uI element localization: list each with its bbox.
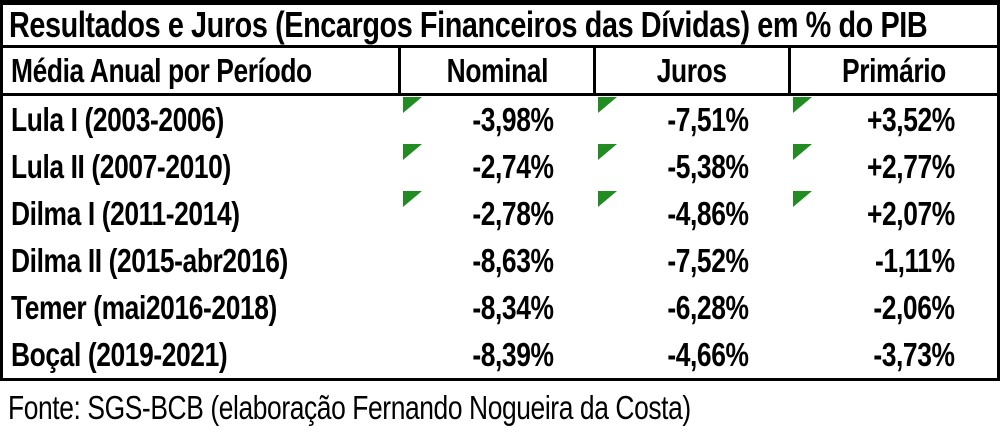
nominal-cell[interactable]: -3,98% (401, 96, 596, 143)
column-header-nominal[interactable]: Nominal (401, 48, 596, 93)
juros-value: -7,51% (667, 100, 750, 138)
juros-cell[interactable]: -7,51% (596, 96, 791, 143)
error-flag-icon (793, 144, 812, 160)
column-header-juros-label: Juros (657, 51, 727, 89)
juros-value: -7,52% (667, 241, 750, 279)
column-header-juros[interactable]: Juros (596, 48, 791, 93)
period-label: Dilma I (2011-2014) (11, 194, 240, 232)
juros-value: -6,28% (667, 288, 750, 326)
period-label: Dilma II (2015-abr2016) (11, 241, 288, 279)
nominal-value: -2,74% (472, 147, 555, 185)
column-header-period[interactable]: Média Anual por Período (3, 48, 401, 93)
primario-cell[interactable]: +3,52% (791, 96, 997, 143)
nominal-cell[interactable]: -2,78% (401, 190, 596, 237)
primario-cell[interactable]: -2,06% (791, 284, 997, 331)
primario-value: -1,11% (875, 241, 955, 279)
table-row: Dilma I (2011-2014) -2,78% -4,86% +2,07% (3, 190, 997, 237)
period-cell[interactable]: Dilma II (2015-abr2016) (3, 237, 401, 284)
juros-value: -4,86% (667, 194, 750, 232)
period-cell[interactable]: Boçal (2019-2021) (3, 331, 401, 378)
nominal-value: -3,98% (472, 100, 555, 138)
error-flag-icon (793, 97, 812, 113)
juros-cell[interactable]: -5,38% (596, 143, 791, 190)
nominal-value: -8,39% (472, 335, 555, 373)
error-flag-icon (403, 97, 422, 113)
juros-value: -5,38% (667, 147, 750, 185)
period-label: Lula I (2003-2006) (11, 100, 224, 138)
juros-cell[interactable]: -7,52% (596, 237, 791, 284)
table-body: Lula I (2003-2006) -3,98% -7,51% +3,52% … (0, 96, 1000, 381)
table-row: Boçal (2019-2021) -8,39% -4,66% -3,73% (3, 331, 997, 378)
column-header-period-label: Média Anual por Período (11, 51, 312, 89)
period-cell[interactable]: Lula II (2007-2010) (3, 143, 401, 190)
table-title-row[interactable]: Resultados e Juros (Encargos Financeiros… (0, 0, 1000, 48)
period-label: Lula II (2007-2010) (11, 147, 231, 185)
column-header-primario[interactable]: Primário (791, 48, 997, 93)
primario-value: +3,52% (867, 100, 955, 138)
nominal-cell[interactable]: -8,63% (401, 237, 596, 284)
primario-cell[interactable]: +2,77% (791, 143, 997, 190)
primario-value: +2,77% (867, 147, 955, 185)
table-row: Dilma II (2015-abr2016) -8,63% -7,52% -1… (3, 237, 997, 284)
error-flag-icon (598, 191, 617, 207)
juros-cell[interactable]: -4,86% (596, 190, 791, 237)
primario-cell[interactable]: +2,07% (791, 190, 997, 237)
nominal-cell[interactable]: -2,74% (401, 143, 596, 190)
primario-cell[interactable]: -3,73% (791, 331, 997, 378)
primario-cell[interactable]: -1,11% (791, 237, 997, 284)
nominal-cell[interactable]: -8,34% (401, 284, 596, 331)
juros-cell[interactable]: -4,66% (596, 331, 791, 378)
error-flag-icon (793, 191, 812, 207)
period-label: Boçal (2019-2021) (11, 335, 228, 373)
table-row: Lula II (2007-2010) -2,74% -5,38% +2,77% (3, 143, 997, 190)
nominal-value: -2,78% (472, 194, 555, 232)
primario-value: -3,73% (873, 335, 956, 373)
nominal-cell[interactable]: -8,39% (401, 331, 596, 378)
source-note-row[interactable]: Fonte: SGS-BCB (elaboração Fernando Nogu… (0, 381, 1000, 434)
primario-value: -2,06% (873, 288, 956, 326)
period-cell[interactable]: Temer (mai2016-2018) (3, 284, 401, 331)
primario-value: +2,07% (867, 194, 955, 232)
error-flag-icon (598, 97, 617, 113)
juros-cell[interactable]: -6,28% (596, 284, 791, 331)
period-cell[interactable]: Dilma I (2011-2014) (3, 190, 401, 237)
nominal-value: -8,34% (472, 288, 555, 326)
juros-value: -4,66% (667, 335, 750, 373)
nominal-value: -8,63% (472, 241, 555, 279)
table-header-row: Média Anual por Período Nominal Juros Pr… (0, 48, 1000, 96)
table-row: Lula I (2003-2006) -3,98% -7,51% +3,52% (3, 96, 997, 143)
table-title: Resultados e Juros (Encargos Financeiros… (9, 4, 928, 45)
column-header-primario-label: Primário (842, 51, 946, 89)
error-flag-icon (403, 144, 422, 160)
period-cell[interactable]: Lula I (2003-2006) (3, 96, 401, 143)
source-note: Fonte: SGS-BCB (elaboração Fernando Nogu… (8, 388, 691, 426)
column-header-nominal-label: Nominal (446, 51, 548, 89)
table-row: Temer (mai2016-2018) -8,34% -6,28% -2,06… (3, 284, 997, 331)
error-flag-icon (598, 144, 617, 160)
period-label: Temer (mai2016-2018) (11, 288, 277, 326)
error-flag-icon (403, 191, 422, 207)
